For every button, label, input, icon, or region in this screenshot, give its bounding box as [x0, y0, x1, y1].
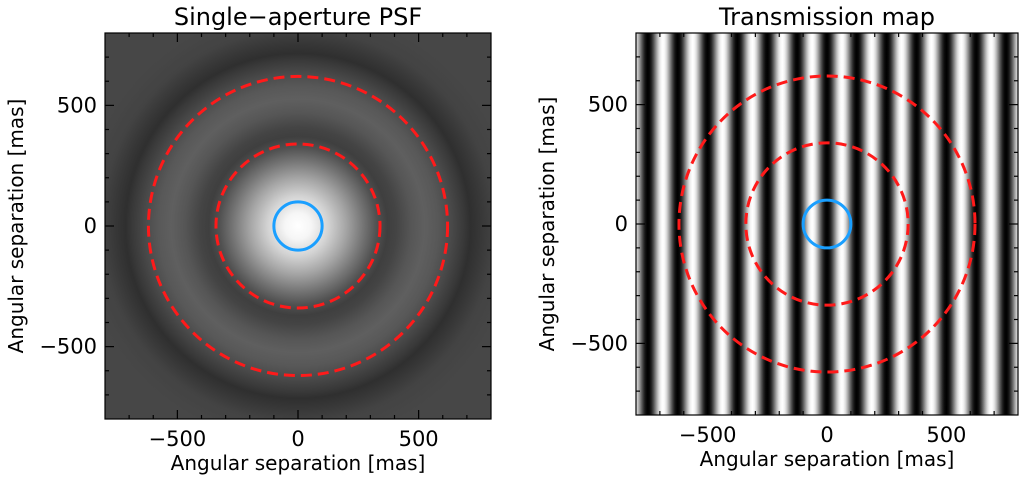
psf-x-tick-label: −500 [149, 427, 207, 451]
transmission-image [636, 33, 1018, 415]
transmission-panel: Transmission map −500 0 500 −500 0 500 Angula… [535, 3, 1019, 471]
psf-ticks: −500 0 500 −500 0 500 [39, 33, 491, 451]
transmission-x-axis-label: Angular separation [mas] [700, 447, 955, 471]
transmission-fringe-map [636, 33, 1018, 415]
transmission-aperture-circle [801, 198, 853, 250]
psf-y-axis-label: Angular separation [mas] [4, 99, 28, 354]
psf-panel-title: Single−aperture PSF [174, 3, 422, 31]
transmission-overlay-circles [677, 74, 977, 374]
psf-aperture-circle [272, 200, 324, 252]
transmission-y-tick-label: 0 [615, 212, 628, 236]
transmission-ticks: −500 0 500 −500 0 500 [570, 33, 1018, 447]
transmission-y-axis-label: Angular separation [mas] [535, 97, 559, 352]
psf-dashed-ring-2 [146, 74, 450, 378]
transmission-x-tick-label: 500 [926, 423, 966, 447]
psf-intensity-map [105, 33, 491, 419]
transmission-x-tick-label: 0 [820, 423, 833, 447]
transmission-panel-title: Transmission map [718, 3, 935, 31]
psf-y-tick-label: −500 [39, 335, 97, 359]
psf-x-axis-label: Angular separation [mas] [171, 451, 426, 475]
psf-overlay-circles [146, 74, 450, 378]
psf-image [105, 33, 491, 419]
transmission-x-tick-label: −500 [679, 423, 737, 447]
transmission-y-tick-label: 500 [588, 93, 628, 117]
psf-x-tick-label: 500 [399, 427, 439, 451]
transmission-y-tick-label: −500 [570, 331, 628, 355]
psf-x-tick-label: 0 [291, 427, 304, 451]
transmission-dashed-ring-1 [744, 141, 910, 307]
psf-y-tick-label: 0 [84, 214, 97, 238]
psf-dashed-ring-1 [214, 142, 382, 310]
psf-panel: Single−aperture PSF −500 0 500 −500 0 500 Ang… [4, 3, 492, 475]
psf-y-tick-label: 500 [57, 93, 97, 117]
transmission-dashed-ring-2 [677, 74, 977, 374]
